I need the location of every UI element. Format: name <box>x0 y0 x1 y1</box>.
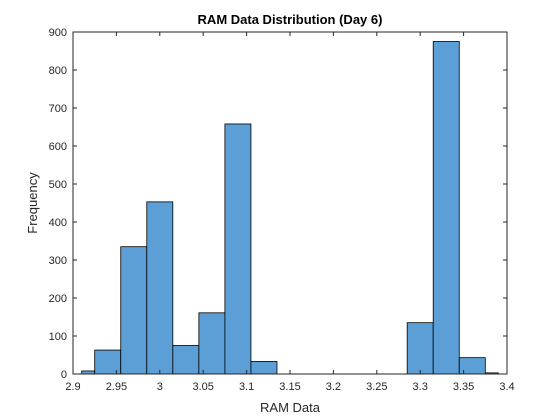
x-tick-label: 3.2 <box>326 381 341 393</box>
y-tick-label: 400 <box>49 217 67 229</box>
x-tick-label: 2.95 <box>106 381 127 393</box>
bars-group <box>81 41 499 375</box>
y-tick-label: 100 <box>49 331 67 343</box>
histogram-bar <box>432 41 460 375</box>
x-tick-label: 3.3 <box>413 381 428 393</box>
y-tick-label: 300 <box>49 255 67 267</box>
x-axis-label: RAM Data <box>260 400 321 415</box>
chart-title: RAM Data Distribution (Day 6) <box>198 12 383 27</box>
histogram-bar <box>224 123 252 375</box>
y-axis-label: Frequency <box>25 172 40 234</box>
histogram-bar <box>406 322 434 375</box>
x-tick-label: 3.1 <box>239 381 254 393</box>
x-axis-ticks: 2.9 2.95 3 3.05 3.1 3.15 3.2 3.25 3.3 3.35 3.4 <box>65 32 515 393</box>
x-tick-label: 3.4 <box>499 381 514 393</box>
x-tick-label: 3.25 <box>366 381 387 393</box>
histogram-bar <box>250 361 278 375</box>
histogram-bar <box>120 246 148 375</box>
x-tick-label: 3 <box>157 381 163 393</box>
y-tick-label: 200 <box>49 293 67 305</box>
histogram-bar <box>198 312 226 375</box>
x-tick-label: 3.35 <box>453 381 474 393</box>
y-tick-label: 500 <box>49 179 67 191</box>
x-tick-label: 3.15 <box>279 381 300 393</box>
histogram-bar <box>172 345 200 375</box>
y-tick-label: 600 <box>49 141 67 153</box>
histogram-bar <box>146 201 174 375</box>
x-tick-label: 3.05 <box>192 381 213 393</box>
y-tick-label: 900 <box>49 27 67 39</box>
x-tick-label: 2.9 <box>65 381 80 393</box>
y-tick-label: 0 <box>61 369 67 381</box>
y-tick-label: 700 <box>49 103 67 115</box>
y-axis-ticks: 0 100 200 300 400 500 600 700 800 900 <box>49 27 507 381</box>
y-tick-label: 800 <box>49 65 67 77</box>
